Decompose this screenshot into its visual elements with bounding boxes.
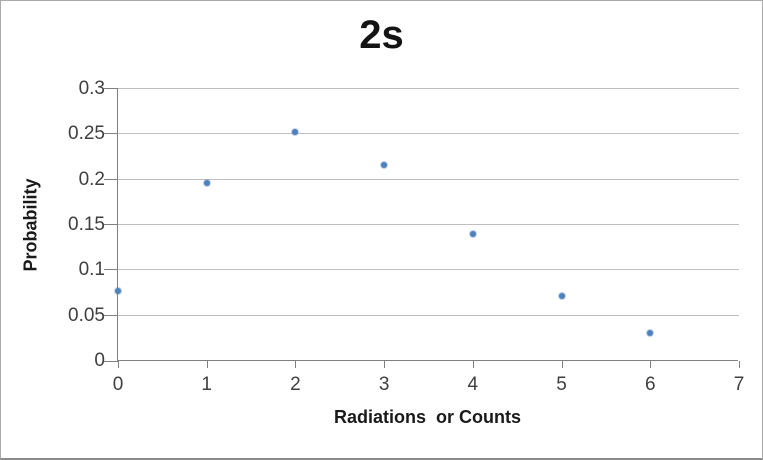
x-axis-tick	[206, 361, 208, 368]
y-axis-tick-label: 0.1	[78, 259, 105, 281]
y-axis-tick	[104, 224, 118, 225]
x-axis-title: Radiations or Counts	[333, 407, 521, 427]
x-axis-tick	[472, 361, 474, 368]
x-axis-tick-label: 0	[112, 374, 124, 395]
data-point[interactable]	[558, 292, 565, 299]
gridline	[118, 269, 739, 271]
x-axis-tick	[384, 361, 386, 368]
x-axis-tick-label: 2	[290, 374, 301, 395]
x-axis-tick	[650, 361, 652, 368]
plot-area: 0 0.05 0.1 0.15 0.2 0.25 0.3 0 1 2 3 4 5 6 7	[68, 78, 744, 395]
x-axis-tick-label: 1	[201, 374, 212, 395]
x-axis-tick	[295, 361, 297, 368]
gridline	[118, 314, 739, 316]
x-axis-tick-label: 6	[644, 374, 656, 395]
y-axis-tick	[104, 88, 118, 89]
y-axis-tick-label: 0.15	[68, 214, 105, 235]
data-point[interactable]	[381, 162, 388, 169]
chart-title: 2s	[359, 13, 404, 57]
y-axis-tick	[104, 269, 118, 271]
gridline	[118, 178, 739, 180]
y-axis-tick-label: 0.3	[78, 78, 105, 99]
gridline	[118, 133, 739, 135]
y-axis-tick-label: 0.05	[68, 304, 105, 326]
x-axis-tick	[739, 361, 740, 368]
y-axis-tick-label: 0.2	[78, 168, 105, 190]
x-axis-tick-label: 4	[467, 374, 479, 395]
y-axis-tick-label: 0	[94, 350, 105, 371]
gridline	[118, 224, 739, 225]
data-point[interactable]	[469, 231, 476, 238]
y-axis-tick	[104, 133, 118, 135]
y-axis-tick	[104, 178, 118, 180]
y-axis-tick	[104, 314, 118, 316]
data-point[interactable]	[115, 288, 121, 295]
data-point[interactable]	[292, 128, 299, 135]
x-axis-tick	[561, 361, 563, 368]
x-axis-tick-label: 7	[733, 374, 745, 395]
x-axis-tick	[118, 361, 119, 368]
y-axis-tick	[104, 361, 118, 362]
x-axis-tick-label: 5	[556, 374, 567, 395]
data-point[interactable]	[647, 329, 654, 336]
y-axis-tick-label: 0.25	[68, 123, 105, 145]
data-point[interactable]	[203, 180, 210, 187]
gridline	[118, 88, 739, 89]
x-axis-tick-label: 3	[378, 374, 390, 395]
